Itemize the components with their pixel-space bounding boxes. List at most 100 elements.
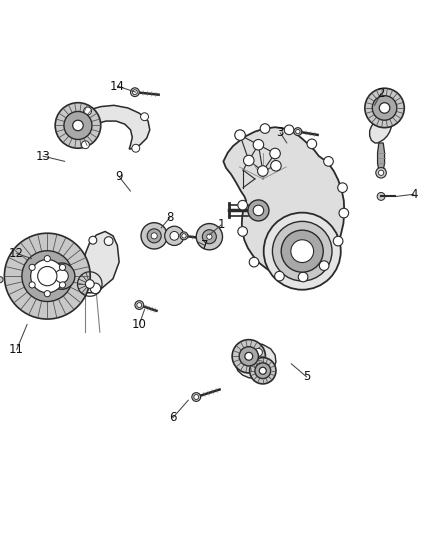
Circle shape [85, 280, 94, 288]
Circle shape [244, 155, 254, 166]
Circle shape [272, 221, 332, 281]
Circle shape [250, 358, 276, 384]
Circle shape [89, 236, 97, 244]
Circle shape [192, 393, 201, 401]
Circle shape [60, 282, 66, 288]
Circle shape [131, 88, 139, 96]
Circle shape [202, 230, 216, 244]
Circle shape [49, 263, 75, 289]
Circle shape [239, 346, 258, 366]
Circle shape [141, 223, 167, 249]
Circle shape [307, 139, 317, 149]
Circle shape [271, 160, 281, 171]
Text: 9: 9 [115, 170, 123, 183]
Polygon shape [77, 106, 150, 149]
Circle shape [275, 271, 284, 281]
Circle shape [255, 363, 271, 378]
Circle shape [259, 367, 266, 374]
Circle shape [132, 90, 137, 94]
Circle shape [44, 255, 50, 262]
Circle shape [253, 140, 264, 150]
Circle shape [377, 192, 385, 200]
Circle shape [132, 144, 140, 152]
Circle shape [170, 231, 179, 240]
Polygon shape [236, 343, 276, 378]
Text: 6: 6 [169, 411, 177, 424]
Text: 1: 1 [217, 219, 225, 231]
Circle shape [135, 301, 144, 310]
Text: 12: 12 [9, 247, 24, 260]
Circle shape [55, 270, 68, 282]
Circle shape [0, 277, 3, 282]
Circle shape [249, 257, 259, 267]
Circle shape [232, 340, 265, 373]
Circle shape [281, 230, 323, 272]
Circle shape [104, 237, 113, 246]
Circle shape [254, 349, 262, 356]
Text: 11: 11 [9, 343, 24, 356]
Circle shape [180, 232, 188, 240]
Circle shape [22, 251, 73, 302]
Circle shape [372, 96, 397, 120]
Circle shape [333, 236, 343, 246]
Circle shape [270, 148, 280, 159]
Circle shape [319, 261, 329, 270]
Circle shape [84, 107, 92, 115]
Circle shape [235, 130, 245, 140]
Circle shape [31, 260, 64, 293]
Circle shape [294, 128, 302, 135]
Circle shape [296, 130, 300, 134]
Circle shape [29, 282, 35, 288]
Circle shape [339, 208, 349, 218]
Circle shape [291, 240, 314, 263]
Circle shape [151, 233, 157, 239]
Circle shape [284, 125, 294, 135]
Polygon shape [84, 231, 119, 293]
Circle shape [238, 200, 247, 210]
Circle shape [38, 266, 57, 286]
Circle shape [194, 394, 199, 399]
Circle shape [165, 226, 184, 246]
Polygon shape [370, 109, 392, 143]
Circle shape [298, 272, 308, 282]
Circle shape [4, 233, 90, 319]
Text: 5: 5 [303, 370, 310, 383]
Circle shape [196, 223, 223, 250]
Circle shape [376, 167, 386, 178]
Circle shape [378, 170, 384, 175]
Circle shape [137, 303, 141, 308]
Circle shape [29, 264, 35, 270]
Polygon shape [223, 127, 344, 277]
Circle shape [182, 233, 186, 238]
Circle shape [141, 113, 148, 120]
Circle shape [248, 200, 269, 221]
Text: 2: 2 [377, 87, 385, 100]
Text: 3: 3 [277, 126, 284, 140]
Circle shape [235, 130, 245, 140]
Circle shape [365, 88, 404, 128]
Text: 4: 4 [410, 188, 418, 201]
Circle shape [55, 103, 101, 148]
Circle shape [73, 120, 83, 131]
Circle shape [379, 103, 390, 113]
Circle shape [258, 166, 268, 176]
Circle shape [324, 157, 333, 166]
Text: 10: 10 [132, 318, 147, 331]
Circle shape [264, 213, 341, 290]
Circle shape [64, 111, 92, 140]
Text: 13: 13 [35, 150, 50, 163]
Text: 7: 7 [201, 239, 209, 252]
Circle shape [147, 229, 161, 243]
Circle shape [60, 264, 66, 270]
Text: 8: 8 [166, 211, 173, 224]
Circle shape [260, 124, 270, 133]
Polygon shape [378, 143, 385, 172]
Circle shape [90, 283, 101, 294]
Text: 14: 14 [110, 79, 125, 93]
Circle shape [253, 205, 264, 216]
Circle shape [81, 141, 89, 149]
Circle shape [238, 227, 247, 236]
Circle shape [338, 183, 347, 192]
Circle shape [245, 352, 253, 360]
Circle shape [207, 234, 212, 239]
